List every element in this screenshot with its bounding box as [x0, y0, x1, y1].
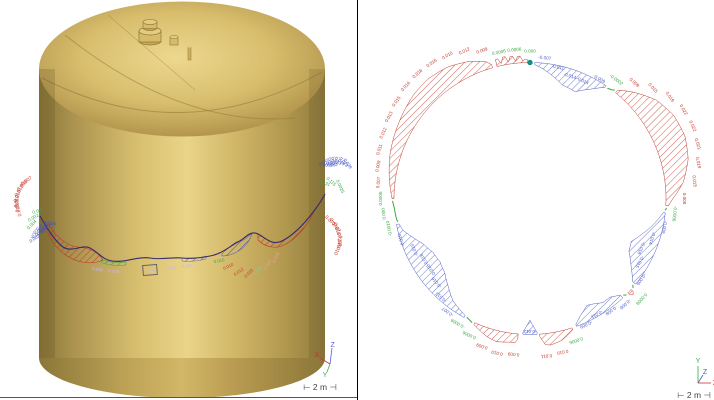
svg-text:0.0006: 0.0006 — [378, 191, 383, 205]
svg-text:⊢ 2 m ⊣: ⊢ 2 m ⊣ — [303, 382, 337, 392]
svg-text:-0.012: -0.012 — [523, 329, 536, 334]
svg-text:⊢ 2 m ⊣: ⊢ 2 m ⊣ — [677, 390, 711, 400]
svg-text:X: X — [315, 352, 320, 359]
svg-text:0.011: 0.011 — [540, 353, 552, 359]
svg-text:0.008: 0.008 — [682, 193, 687, 205]
svg-text:0.009: 0.009 — [476, 46, 489, 54]
svg-text:0.022: 0.022 — [688, 120, 697, 133]
svg-text:0.009: 0.009 — [475, 342, 488, 350]
svg-text:0.007: 0.007 — [375, 176, 381, 188]
svg-text:-0.0002: -0.0002 — [609, 73, 625, 86]
svg-text:0.0006: 0.0006 — [491, 48, 506, 56]
svg-text:0.011: 0.011 — [375, 143, 383, 156]
svg-text:0.009: 0.009 — [507, 351, 519, 357]
svg-text:0.022: 0.022 — [679, 104, 689, 117]
svg-text:0.002: 0.002 — [165, 265, 177, 271]
svg-text:0.009: 0.009 — [374, 160, 381, 173]
svg-text:0.000: 0.000 — [381, 207, 387, 219]
svg-text:-0.0009: -0.0009 — [449, 317, 465, 329]
svg-text:-0.007: -0.007 — [538, 55, 552, 61]
svg-text:0.019: 0.019 — [695, 157, 702, 170]
svg-text:0.0025: 0.0025 — [335, 179, 346, 194]
svg-text:Y: Y — [323, 372, 328, 379]
svg-text:0.0006: 0.0006 — [507, 47, 522, 53]
svg-text:Z: Z — [331, 342, 336, 349]
svg-text:0.010: 0.010 — [491, 349, 504, 356]
svg-text:-0.0006: -0.0006 — [671, 206, 678, 222]
svg-text:0.0006: 0.0006 — [461, 330, 476, 340]
svg-text:0.000: 0.000 — [524, 49, 536, 54]
svg-text:0.016: 0.016 — [425, 57, 438, 68]
svg-text:0.016: 0.016 — [411, 67, 423, 79]
svg-text:0.015: 0.015 — [441, 50, 454, 60]
svg-text:0.021: 0.021 — [694, 138, 702, 151]
svg-text:0.019: 0.019 — [665, 91, 676, 104]
svg-text:0.009: 0.009 — [628, 77, 640, 89]
svg-text:0.010: 0.010 — [332, 242, 343, 256]
svg-text:0.016: 0.016 — [400, 80, 412, 92]
svg-text:0.015: 0.015 — [692, 175, 698, 187]
svg-text:0.015: 0.015 — [647, 82, 659, 94]
svg-text:-0.0010: -0.0010 — [385, 220, 393, 237]
svg-text:Z: Z — [703, 369, 708, 376]
svg-text:0.013: 0.013 — [384, 110, 394, 123]
svg-text:0.012: 0.012 — [458, 46, 471, 55]
svg-text:0.010: 0.010 — [556, 349, 569, 356]
svg-text:0.015: 0.015 — [391, 95, 402, 108]
svg-text:0.003: 0.003 — [145, 268, 156, 274]
svg-text:0.012: 0.012 — [379, 126, 388, 139]
svg-text:0.0006: 0.0006 — [568, 336, 583, 345]
svg-text:Y: Y — [696, 358, 701, 365]
svg-text:0.0008: 0.0008 — [635, 292, 648, 306]
